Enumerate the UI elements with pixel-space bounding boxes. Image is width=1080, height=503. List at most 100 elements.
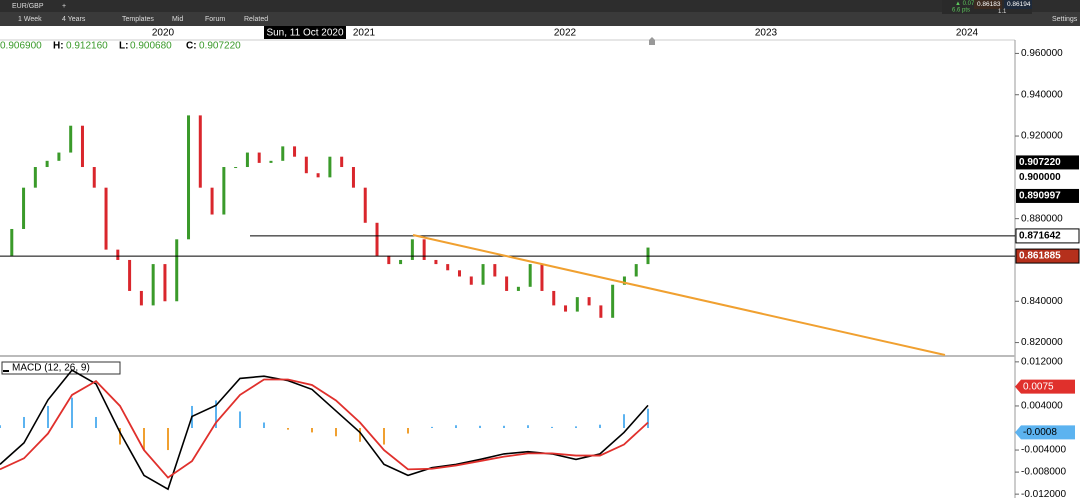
price-mode-button[interactable]: Mid xyxy=(172,16,183,23)
histogram-bar xyxy=(623,414,625,428)
low-value: 0.900680 xyxy=(130,41,172,52)
histogram-bar xyxy=(95,416,97,428)
y-tick-label: 0.840000 xyxy=(1021,296,1063,307)
forum-button[interactable]: Forum xyxy=(205,16,225,23)
candle xyxy=(481,264,485,285)
histogram-bar xyxy=(311,428,313,433)
histogram-bar xyxy=(263,422,265,428)
candle xyxy=(351,167,355,188)
histogram-bar xyxy=(47,405,49,428)
ask-box[interactable] xyxy=(1004,0,1032,9)
macd-title: MACD (12, 26, 9) xyxy=(12,363,90,374)
candle xyxy=(622,276,626,285)
y-tick-label: 0.940000 xyxy=(1021,89,1063,100)
candle xyxy=(457,270,461,277)
histogram-bar xyxy=(575,426,577,428)
candle xyxy=(45,160,49,168)
y-tick-label: -0.008000 xyxy=(1021,467,1066,478)
trend-line[interactable] xyxy=(412,234,946,356)
candle xyxy=(575,297,579,312)
y-tick-label: 0.960000 xyxy=(1021,48,1063,59)
candle xyxy=(340,156,344,168)
candle xyxy=(116,249,120,260)
bid-price[interactable]: 0.86183 xyxy=(977,1,1001,8)
scroll-marker[interactable] xyxy=(649,37,655,45)
settings-button[interactable]: Settings xyxy=(1052,16,1078,23)
histogram-bar xyxy=(527,425,529,428)
price-tag xyxy=(1016,155,1079,170)
candle xyxy=(163,264,167,302)
candle xyxy=(104,187,108,250)
symbol-tab[interactable]: EUR/GBP xyxy=(12,3,44,10)
candle xyxy=(234,167,238,169)
candle xyxy=(316,173,320,178)
close-label: C: xyxy=(186,41,197,52)
candle xyxy=(611,284,615,318)
candle xyxy=(10,228,14,256)
candle xyxy=(410,239,414,260)
candle xyxy=(599,305,603,318)
price-tag xyxy=(1016,170,1079,185)
templates-button[interactable]: Templates xyxy=(122,16,154,23)
histogram-bar xyxy=(143,428,145,451)
histogram-bar xyxy=(479,425,481,428)
candle xyxy=(198,115,202,188)
year-label: 2023 xyxy=(755,28,778,39)
range-button[interactable]: 4 Years xyxy=(62,16,86,23)
candle xyxy=(187,115,191,240)
price-tag xyxy=(1015,248,1080,264)
y-tick-label: 0.920000 xyxy=(1021,131,1063,142)
candle xyxy=(469,276,473,285)
histogram-bar xyxy=(239,411,241,428)
year-label: 2022 xyxy=(554,28,577,39)
candle xyxy=(564,305,568,312)
spread: 1.1 xyxy=(998,9,1007,15)
candle xyxy=(92,167,96,188)
change-points: 6.6 pts xyxy=(952,8,970,14)
histogram-bar xyxy=(215,400,217,428)
related-button[interactable]: Related xyxy=(244,16,268,23)
histogram-bar xyxy=(287,428,289,430)
y-tick-label: -0.004000 xyxy=(1021,445,1066,456)
candle xyxy=(399,259,403,265)
candle xyxy=(387,255,391,265)
histogram-bar xyxy=(455,425,457,428)
candle xyxy=(493,264,497,277)
candle xyxy=(540,264,544,291)
candle xyxy=(245,152,249,168)
price-tag-label: 0.890997 xyxy=(1019,191,1061,202)
candle xyxy=(434,259,438,265)
y-tick-label: -0.012000 xyxy=(1021,489,1066,498)
candle xyxy=(505,276,509,291)
value-tag-label: -0.0008 xyxy=(1023,427,1057,438)
bid-box[interactable] xyxy=(974,0,1002,9)
histogram-bar xyxy=(599,424,601,428)
candle xyxy=(375,222,379,256)
candle xyxy=(80,125,84,168)
y-tick-label: 0.012000 xyxy=(1021,356,1063,367)
candle xyxy=(57,152,61,161)
add-tab[interactable]: + xyxy=(62,3,66,10)
histogram-bar xyxy=(23,416,25,428)
price-tag-label: 0.900000 xyxy=(1019,172,1061,183)
candle xyxy=(33,167,37,188)
histogram-bar xyxy=(0,425,1,428)
crosshair-date: Sun, 11 Oct 2020 xyxy=(266,28,344,39)
histogram-bar xyxy=(335,428,337,437)
candle xyxy=(222,167,226,215)
year-label: 2020 xyxy=(152,28,175,39)
candle xyxy=(552,290,556,306)
candle xyxy=(446,264,450,271)
histogram-bar xyxy=(167,428,169,451)
candle xyxy=(128,259,132,291)
histogram-bar xyxy=(647,408,649,428)
interval-button[interactable]: 1 Week xyxy=(18,16,42,23)
ask-price[interactable]: 0.86194 xyxy=(1007,1,1031,8)
candle xyxy=(139,290,143,306)
candle xyxy=(151,264,155,306)
candle xyxy=(587,297,591,306)
value-tag xyxy=(1015,379,1075,394)
histogram-bar xyxy=(407,428,409,434)
price-tag-label: 0.861885 xyxy=(1019,251,1061,262)
price-tag-label: 0.907220 xyxy=(1019,157,1061,168)
